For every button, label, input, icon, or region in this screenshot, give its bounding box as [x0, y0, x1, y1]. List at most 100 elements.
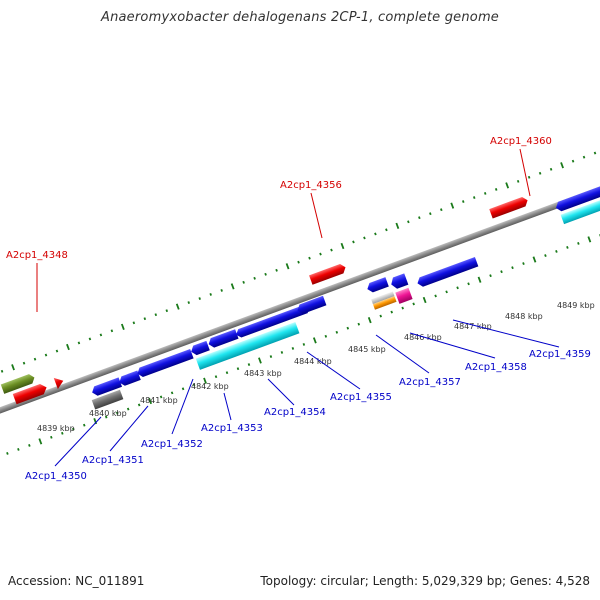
reverse-gene-leader-line: [409, 332, 496, 359]
scale-tick-label: 4841 kbp: [140, 396, 178, 405]
reverse-scale-tick: [302, 342, 306, 346]
forward-scale-tick: [143, 317, 147, 321]
forward-gene-label[interactable]: A2cp1_4360: [490, 136, 552, 147]
forward-gene-leader-line: [310, 192, 323, 239]
reverse-strand-genes: [90, 183, 600, 410]
reverse-scale-tick: [379, 314, 382, 318]
gene-feature-cyan[interactable]: [560, 195, 600, 225]
forward-scale-tick: [461, 200, 465, 204]
forward-scale-tick: [99, 333, 103, 337]
reverse-scale-tick: [115, 411, 119, 415]
reverse-gene-label[interactable]: A2cp1_4357: [399, 377, 461, 388]
forward-scale-tick: [0, 369, 4, 373]
forward-scale-tick: [429, 212, 432, 216]
gene-feature-blue[interactable]: [389, 273, 409, 290]
forward-scale-tick: [363, 236, 366, 240]
forward-scale-tick: [33, 357, 37, 361]
reverse-scale-tick: [335, 330, 339, 334]
forward-scale-tick: [209, 293, 212, 296]
gene-feature-blue[interactable]: [207, 329, 239, 349]
forward-gene-leader-line: [519, 148, 531, 197]
gene-feature-orange[interactable]: [372, 296, 397, 310]
gene-feature-cyan-4352[interactable]: [195, 321, 300, 370]
reverse-gene-label[interactable]: A2cp1_4359: [529, 349, 591, 360]
genome-summary: Topology: circular; Length: 5,029,329 bp…: [260, 574, 590, 588]
gene-feature-blue[interactable]: [118, 370, 141, 388]
reverse-scale-tick: [50, 435, 53, 439]
forward-scale-tick: [418, 216, 421, 220]
gene-feature-blue[interactable]: [416, 256, 479, 288]
scale-tick-label: 4842 kbp: [191, 382, 229, 391]
gene-feature-dark-gray[interactable]: [91, 389, 124, 410]
forward-scale-tick: [120, 323, 125, 330]
reverse-gene-label[interactable]: A2cp1_4354: [264, 407, 326, 418]
reverse-gene-label[interactable]: A2cp1_4351: [82, 455, 144, 466]
reverse-scale-tick: [456, 286, 459, 290]
scale-tick-labels: 4839 kbp 4840 kbp 4841 kbp 4842 kbp 4843 kbp…: [37, 301, 595, 433]
forward-scale-tick: [494, 188, 498, 191]
gene-feature-blue[interactable]: [189, 340, 210, 357]
forward-gene-label[interactable]: A2cp1_4348: [6, 250, 68, 261]
gene-feature-blue[interactable]: [235, 304, 308, 339]
reverse-scale-tick: [17, 447, 20, 451]
reverse-scale-tick: [170, 391, 174, 395]
scale-tick-label: 4843 kbp: [244, 369, 282, 378]
reverse-gene-leader-line: [54, 416, 102, 467]
forward-scale-tick: [110, 329, 114, 333]
reverse-scale-tick: [357, 322, 361, 326]
reverse-scale-tick: [587, 236, 592, 243]
forward-scale-tick: [132, 321, 136, 325]
gene-feature-blue[interactable]: [366, 277, 389, 294]
gene-feature-blue[interactable]: [554, 183, 600, 212]
reverse-gene-label[interactable]: A2cp1_4352: [141, 439, 203, 450]
reverse-scale-tick: [247, 363, 251, 367]
genome-backbone: [0, 165, 600, 435]
gene-feature-red-4360[interactable]: [489, 196, 529, 219]
scale-tick-label: 4848 kbp: [505, 312, 543, 321]
forward-strand-genes: [0, 196, 529, 405]
gene-feature-light-gray[interactable]: [371, 291, 395, 305]
reverse-gene-leader-line: [306, 351, 361, 390]
forward-scale-tick: [571, 159, 575, 163]
reverse-scale-tick: [412, 302, 415, 306]
forward-scale-tick: [220, 289, 223, 292]
forward-scale-tick: [319, 252, 322, 256]
gene-feature-red[interactable]: [12, 382, 49, 405]
reverse-scale-tick: [477, 276, 482, 283]
reverse-scale-tick: [500, 270, 503, 274]
scale-tick-label: 4839 kbp: [37, 424, 75, 433]
forward-scale-tick: [516, 179, 520, 183]
reverse-scale-tick: [83, 423, 86, 427]
reverse-gene-label[interactable]: A2cp1_4353: [201, 423, 263, 434]
reverse-scale-tick: [137, 403, 141, 407]
gene-feature-red-small[interactable]: [53, 375, 66, 390]
reverse-scale-tick: [532, 256, 537, 263]
forward-scale-tick: [264, 272, 267, 276]
reverse-scale-tick: [367, 317, 372, 324]
gene-feature-blue[interactable]: [136, 348, 194, 378]
forward-scale-tick: [330, 248, 333, 252]
reverse-scale-tick: [390, 310, 393, 314]
reverse-scale-tick: [203, 377, 207, 384]
reverse-scale-tick: [28, 443, 31, 447]
forward-scale-tick: [308, 256, 311, 260]
gene-feature-blue[interactable]: [90, 377, 123, 397]
forward-scale-tick: [165, 309, 169, 313]
forward-scale-tick: [374, 232, 377, 236]
reverse-gene-label[interactable]: A2cp1_4358: [465, 362, 527, 373]
reverse-scale-tick: [126, 407, 130, 411]
gene-feature-pink[interactable]: [395, 287, 413, 304]
reverse-scale-tick: [467, 282, 470, 286]
forward-scale-tick: [582, 155, 586, 159]
reverse-scale-tick: [422, 296, 427, 304]
reverse-scale-tick: [489, 274, 492, 278]
forward-scale-tick: [440, 208, 443, 212]
gene-feature-olive[interactable]: [0, 373, 36, 394]
forward-gene-label[interactable]: A2cp1_4356: [280, 180, 342, 191]
reverse-gene-label[interactable]: A2cp1_4355: [330, 392, 392, 403]
forward-scale-tick: [450, 202, 455, 209]
reverse-scale-tick: [291, 346, 295, 350]
gene-feature-blue[interactable]: [296, 295, 327, 315]
reverse-gene-label[interactable]: A2cp1_4350: [25, 471, 87, 482]
gene-feature-red-4356[interactable]: [309, 263, 347, 285]
